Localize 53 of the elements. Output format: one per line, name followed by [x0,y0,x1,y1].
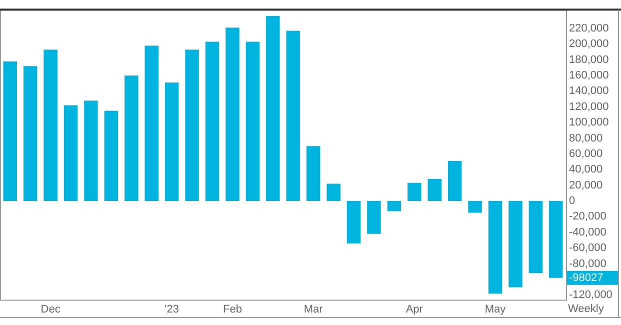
bar [488,200,502,294]
bar [549,200,563,278]
y-tick-label: 200,000 [569,38,609,50]
y-tick-label: 120,000 [569,100,609,113]
bar [246,42,260,201]
x-tick-label: Feb [222,303,242,316]
y-tick-label: 0 [569,195,576,208]
y-tick-label: 180,000 [569,54,609,66]
bar [508,200,522,288]
x-tick-label: Apr [406,303,424,316]
bar [286,30,300,201]
y-tick-label: 20,000 [569,179,603,192]
x-tick-label: Mar [304,303,324,316]
bar [226,28,240,201]
y-tick-label: 40,000 [569,164,603,176]
y-tick-label: 220,000 [569,22,609,34]
bar [326,184,340,201]
y-tick-label: 60,000 [569,148,603,160]
bar [408,182,422,201]
bar [44,50,58,201]
bar [367,200,381,234]
text: Weekly [568,302,604,315]
bar [205,42,220,201]
x-tick-label: May [484,303,506,316]
bar [346,200,361,244]
bar [528,200,543,274]
y-tick-label: -120,000 [569,289,612,302]
bar [387,200,402,212]
y-tick-label: -60,000 [569,242,606,254]
bar [23,66,38,201]
x-tick-label: Dec [40,303,61,316]
bar [144,46,158,201]
bar [64,105,78,201]
text: -98027 [569,272,604,284]
y-tick-label: 80,000 [569,132,603,144]
bar [185,50,199,201]
y-tick-label: -20,000 [569,210,606,223]
bar [468,200,482,213]
bar [428,179,442,201]
bar [124,75,138,201]
y-tick-label: 100,000 [569,116,609,129]
bar [164,82,179,201]
y-tick-label: -80,000 [569,258,606,270]
bar [3,61,17,201]
bar [104,110,118,201]
bar [448,160,462,201]
bar [266,16,280,201]
y-tick-label: -40,000 [569,226,606,238]
bar [84,100,98,201]
y-tick-label: 140,000 [569,85,609,98]
bar [306,146,320,201]
x-tick-label: '23 [164,303,179,316]
y-tick-label: 160,000 [569,70,609,82]
